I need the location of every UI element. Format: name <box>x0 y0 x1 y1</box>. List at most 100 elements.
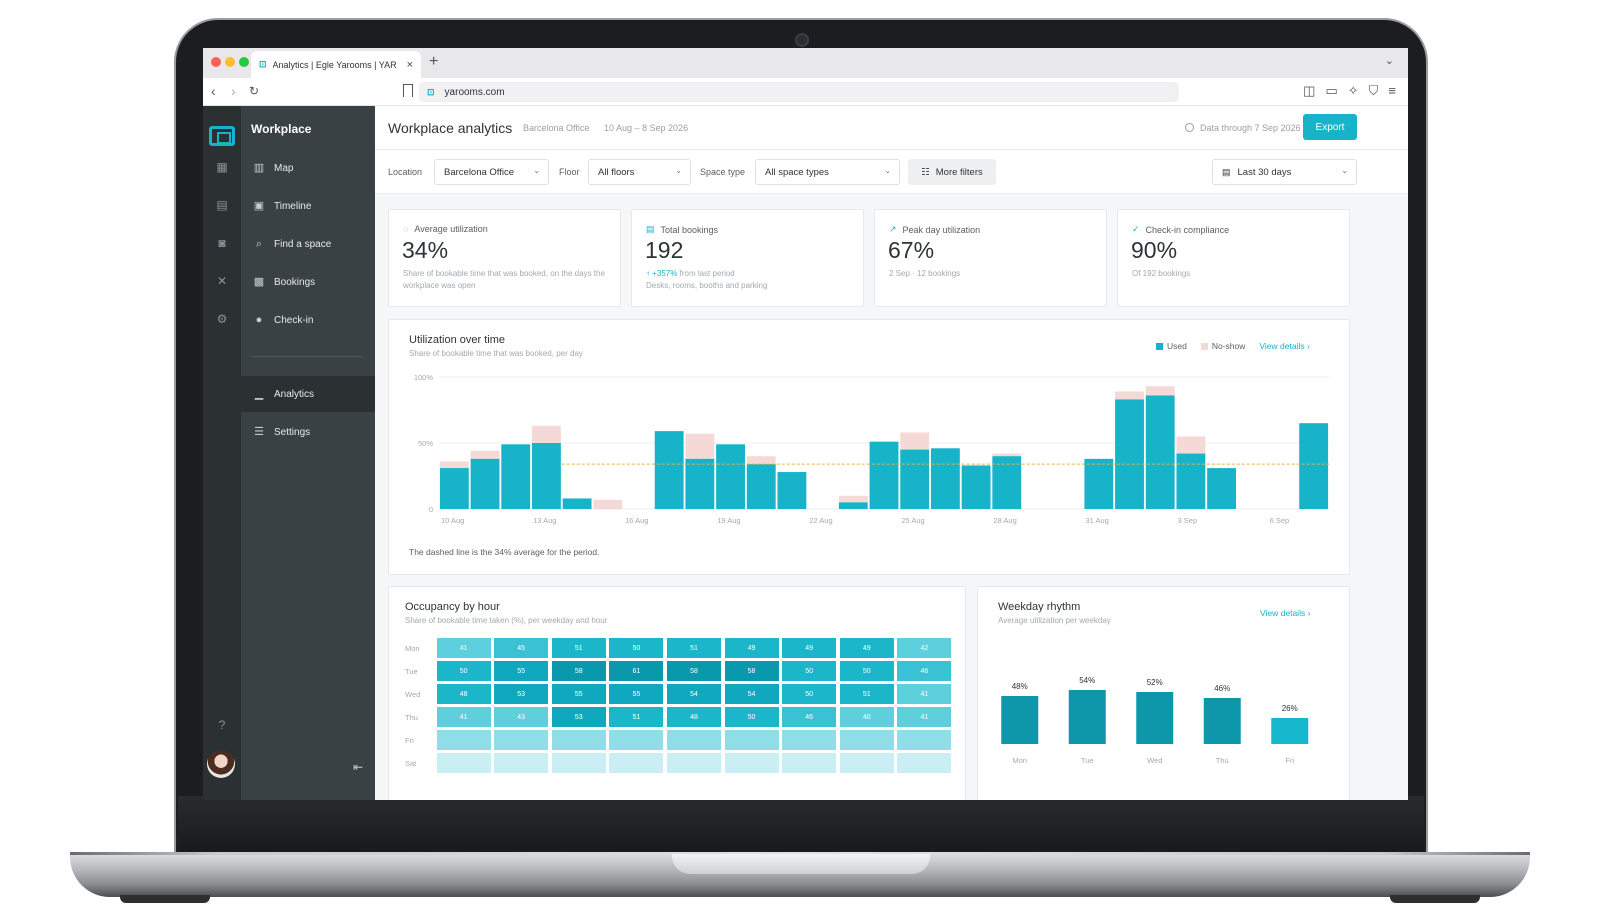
heatmap-cell[interactable] <box>436 753 491 773</box>
heatmap-cell[interactable] <box>666 730 721 750</box>
maximize-window-button[interactable] <box>239 57 249 67</box>
bookmark-icon[interactable] <box>403 84 413 97</box>
heatmap-cell[interactable] <box>782 753 837 773</box>
heatmap-cell[interactable] <box>609 753 664 773</box>
shield-icon[interactable]: ⛉ <box>1368 83 1379 98</box>
minimize-window-button[interactable] <box>225 57 235 67</box>
building-icon[interactable]: ▦ <box>216 160 228 174</box>
heatmap-cell[interactable]: 51 <box>551 638 606 658</box>
heatmap-cell[interactable]: 40 <box>839 707 894 727</box>
heatmap-cell[interactable]: 49 <box>724 638 779 658</box>
yarooms-logo[interactable] <box>209 126 235 146</box>
browser-tab[interactable]: ⊡ Analytics | Egle Yarooms | YAR × <box>251 51 421 78</box>
heatmap-row-label: Tue <box>405 666 418 676</box>
heatmap-cell[interactable]: 41 <box>436 638 491 658</box>
view-details-link[interactable]: View details › <box>1259 341 1310 351</box>
heatmap-cell[interactable]: 55 <box>609 684 664 704</box>
period-select[interactable]: ▤ Last 30 days ⌄ <box>1212 159 1357 185</box>
sidebar-item-timeline[interactable]: ▣ Timeline <box>241 188 375 224</box>
heatmap-cell[interactable]: 41 <box>436 707 491 727</box>
menu-icon[interactable]: ≡ <box>1388 83 1396 98</box>
heatmap-cell[interactable]: 41 <box>897 707 952 727</box>
sidebar-item-find-a-space[interactable]: ⌕ Find a space <box>241 226 375 262</box>
x-tick-label: Fri <box>1285 756 1294 765</box>
heatmap-cell[interactable] <box>782 730 837 750</box>
sidebar-item-map[interactable]: ▥ Map <box>241 150 375 186</box>
heatmap-cell[interactable]: 58 <box>551 661 606 681</box>
heatmap-cell[interactable]: 43 <box>494 707 549 727</box>
heatmap-cell[interactable]: 51 <box>839 684 894 704</box>
space-type-select[interactable]: All space types ⌄ <box>755 159 900 185</box>
heatmap-cell[interactable]: 51 <box>609 707 664 727</box>
heatmap-cell[interactable] <box>551 753 606 773</box>
sidebar-toggle-icon[interactable]: ◫ <box>1303 83 1316 98</box>
sidebar-item-bookings[interactable]: ▩ Bookings <box>241 264 375 300</box>
heatmap-cell[interactable] <box>897 753 952 773</box>
heatmap-cell[interactable] <box>724 730 779 750</box>
heatmap-cell[interactable]: 54 <box>724 684 779 704</box>
badge-icon[interactable]: ◙ <box>218 236 226 250</box>
collapse-sidebar-icon[interactable]: ⇤ <box>353 760 364 774</box>
heatmap-cell[interactable]: 54 <box>666 684 721 704</box>
heatmap-cell[interactable] <box>724 753 779 773</box>
clock-icon <box>1185 123 1194 132</box>
more-filters-button[interactable]: ☷ More filters <box>908 159 996 185</box>
heatmap-cell[interactable]: 48 <box>436 684 491 704</box>
heatmap-cell[interactable] <box>609 730 664 750</box>
view-details-link[interactable]: View details › <box>1260 608 1311 618</box>
address-bar[interactable]: ⊡ yarooms.com <box>419 82 1179 102</box>
heatmap-cell[interactable] <box>839 730 894 750</box>
tools-icon[interactable]: ✕ <box>216 274 228 288</box>
heatmap-cell[interactable]: 51 <box>666 638 721 658</box>
heatmap-cell[interactable]: 50 <box>839 661 894 681</box>
gear-icon[interactable]: ⚙ <box>216 312 228 326</box>
sidebar-item-label: Bookings <box>274 276 316 288</box>
heatmap-cell[interactable]: 58 <box>666 661 721 681</box>
sparkle-icon[interactable]: ✧ <box>1347 83 1359 98</box>
heatmap-cell[interactable]: 50 <box>782 661 837 681</box>
wallet-icon[interactable]: ▭ <box>1325 83 1338 98</box>
back-icon[interactable]: ‹ <box>211 83 216 99</box>
reload-icon[interactable]: ↻ <box>249 84 260 98</box>
heatmap-cell[interactable]: 41 <box>897 684 952 704</box>
avatar[interactable] <box>207 750 235 778</box>
heatmap-cell[interactable]: 61 <box>609 661 664 681</box>
heatmap-cell[interactable]: 46 <box>782 707 837 727</box>
sidebar-item-check-in[interactable]: ● Check-in <box>241 302 375 338</box>
heatmap-cell[interactable]: 55 <box>494 661 549 681</box>
help-icon[interactable]: ? <box>218 718 226 732</box>
heatmap-cell[interactable] <box>666 753 721 773</box>
heatmap-cell[interactable]: 48 <box>666 707 721 727</box>
tab-list-chevron-icon[interactable]: ⌄ <box>1384 55 1394 67</box>
sidebar-item-analytics[interactable]: ▁ Analytics <box>241 376 375 412</box>
heatmap-cell[interactable]: 49 <box>839 638 894 658</box>
heatmap-cell[interactable]: 50 <box>782 684 837 704</box>
floor-label: Floor <box>559 167 580 177</box>
heatmap-cell[interactable] <box>897 730 952 750</box>
location-select[interactable]: Barcelona Office ⌄ <box>434 159 549 185</box>
new-tab-icon[interactable]: + <box>429 53 439 70</box>
close-window-button[interactable] <box>211 57 221 67</box>
heatmap-cell[interactable]: 50 <box>436 661 491 681</box>
forward-icon[interactable]: › <box>231 83 236 99</box>
sidebar-item-settings[interactable]: ☰ Settings <box>241 414 375 450</box>
heatmap-cell[interactable]: 45 <box>494 638 549 658</box>
close-tab-icon[interactable]: × <box>406 58 413 71</box>
heatmap-cell[interactable] <box>839 753 894 773</box>
heatmap-cell[interactable]: 55 <box>551 684 606 704</box>
heatmap-cell[interactable]: 53 <box>551 707 606 727</box>
export-button[interactable]: Export <box>1303 114 1357 140</box>
heatmap-cell[interactable] <box>436 730 491 750</box>
heatmap-cell[interactable] <box>494 753 549 773</box>
floor-select[interactable]: All floors ⌄ <box>588 159 691 185</box>
heatmap-cell[interactable]: 49 <box>782 638 837 658</box>
heatmap-cell[interactable]: 53 <box>494 684 549 704</box>
heatmap-cell[interactable] <box>494 730 549 750</box>
heatmap-cell[interactable]: 42 <box>897 638 952 658</box>
heatmap-cell[interactable]: 46 <box>897 661 952 681</box>
heatmap-cell[interactable]: 50 <box>724 707 779 727</box>
heatmap-cell[interactable]: 50 <box>609 638 664 658</box>
heatmap-cell[interactable]: 58 <box>724 661 779 681</box>
calendar-icon[interactable]: ▤ <box>216 198 228 212</box>
heatmap-cell[interactable] <box>551 730 606 750</box>
